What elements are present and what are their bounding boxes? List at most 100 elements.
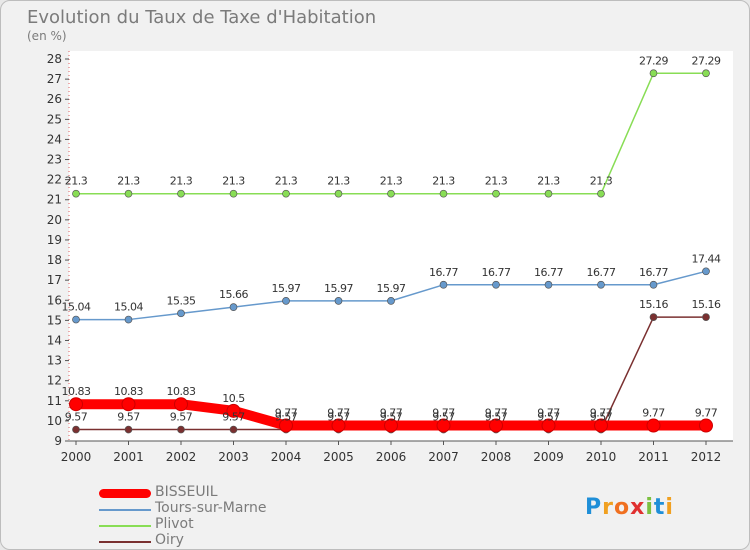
data-label-tours-sur-marne: 16.77 xyxy=(482,266,511,279)
data-label-oiry: 9.57 xyxy=(432,411,455,424)
logo-letter: i xyxy=(645,495,654,520)
data-point-bisseuil xyxy=(331,418,346,433)
logo-letter: P xyxy=(585,495,603,520)
data-point-oiry xyxy=(649,313,658,322)
y-tick-label: 27 xyxy=(47,72,62,86)
data-point-bisseuil xyxy=(279,418,293,433)
data-label-bisseuil: 9.77 xyxy=(695,407,718,420)
data-label-bisseuil: 10.83 xyxy=(167,385,196,398)
data-point-oiry xyxy=(72,425,80,434)
data-label-plivot: 21.3 xyxy=(485,175,508,188)
x-tick-label: 2012 xyxy=(691,450,722,464)
y-tick-label: 18 xyxy=(47,253,62,267)
data-point-bisseuil xyxy=(436,418,451,433)
data-point-bisseuil xyxy=(699,418,713,433)
data-label-bisseuil: 10.83 xyxy=(62,385,91,398)
y-tick-label: 24 xyxy=(47,132,62,146)
legend-swatch-plivot xyxy=(99,525,151,527)
x-tick-label: 2005 xyxy=(323,450,354,464)
data-label-bisseuil: 10.83 xyxy=(114,385,143,398)
data-label-oiry: 9.57 xyxy=(65,411,88,424)
legend-label: Plivot xyxy=(155,516,194,532)
data-label-tours-sur-marne: 15.35 xyxy=(167,294,196,307)
y-tick-label: 21 xyxy=(47,193,62,207)
data-label-tours-sur-marne: 15.04 xyxy=(62,301,91,314)
data-point-oiry xyxy=(177,425,185,434)
data-label-tours-sur-marne: 15.66 xyxy=(219,288,248,301)
data-label-bisseuil: 9.77 xyxy=(327,407,350,420)
data-point-tours-sur-marne xyxy=(387,297,395,305)
data-label-oiry: 15.16 xyxy=(639,298,668,311)
x-tick-label: 2010 xyxy=(586,450,617,464)
data-label-plivot: 21.3 xyxy=(222,175,245,188)
data-label-plivot: 21.3 xyxy=(65,175,88,188)
logo-letter: t xyxy=(653,495,666,520)
x-tick-label: 2002 xyxy=(166,450,197,464)
data-point-plivot xyxy=(282,189,290,198)
legend-label: Tours-sur-Marne xyxy=(155,500,267,516)
y-tick-label: 14 xyxy=(47,333,62,347)
legend-swatch-tours-sur-marne xyxy=(99,509,151,511)
y-tick-label: 9 xyxy=(54,434,62,448)
data-point-tours-sur-marne xyxy=(439,280,448,289)
data-point-tours-sur-marne xyxy=(334,297,343,305)
data-point-plivot xyxy=(177,189,185,198)
data-label-bisseuil: 9.77 xyxy=(485,407,508,420)
data-point-plivot xyxy=(334,189,343,198)
logo-letter: o xyxy=(613,495,631,520)
data-label-oiry: 9.57 xyxy=(327,411,350,424)
data-label-plivot: 21.3 xyxy=(432,175,455,188)
data-point-plivot xyxy=(597,189,605,198)
legend-swatch-bisseuil xyxy=(99,489,151,498)
data-point-bisseuil xyxy=(69,397,83,412)
data-label-oiry: 9.57 xyxy=(590,411,613,424)
y-tick-label: 10 xyxy=(47,414,62,428)
data-label-plivot: 27.29 xyxy=(692,54,721,67)
data-label-plivot: 21.3 xyxy=(275,175,298,188)
y-tick-label: 12 xyxy=(47,374,62,388)
data-point-plivot xyxy=(649,69,658,78)
data-label-bisseuil: 9.77 xyxy=(537,407,560,420)
data-label-tours-sur-marne: 15.97 xyxy=(324,282,353,295)
y-tick-label: 23 xyxy=(47,153,62,167)
data-point-plivot xyxy=(124,189,133,198)
data-point-tours-sur-marne xyxy=(229,303,238,311)
data-point-tours-sur-marne xyxy=(72,315,80,324)
data-label-tours-sur-marne: 15.97 xyxy=(377,282,406,295)
data-point-bisseuil xyxy=(541,418,556,433)
data-point-tours-sur-marne xyxy=(649,280,658,289)
data-label-oiry: 9.57 xyxy=(222,411,245,424)
x-tick-label: 2011 xyxy=(638,450,669,464)
data-point-tours-sur-marne xyxy=(492,280,500,289)
data-point-bisseuil xyxy=(174,397,188,412)
data-label-plivot: 21.3 xyxy=(380,175,403,188)
data-point-oiry xyxy=(702,313,710,322)
data-label-oiry: 9.57 xyxy=(485,411,508,424)
y-tick-label: 19 xyxy=(47,233,62,247)
data-label-bisseuil: 9.77 xyxy=(275,407,298,420)
logo-letter: i xyxy=(665,495,674,520)
data-label-bisseuil: 9.77 xyxy=(380,407,403,420)
y-tick-label: 28 xyxy=(47,52,62,66)
data-point-plivot xyxy=(702,69,710,78)
x-tick-label: 2009 xyxy=(533,450,564,464)
data-label-plivot: 21.3 xyxy=(170,175,193,188)
x-tick-label: 2000 xyxy=(61,450,92,464)
data-label-plivot: 21.3 xyxy=(590,175,613,188)
data-point-plivot xyxy=(544,189,553,198)
data-point-tours-sur-marne xyxy=(597,280,605,289)
data-label-tours-sur-marne: 16.77 xyxy=(587,266,616,279)
data-label-bisseuil: 9.77 xyxy=(432,407,455,420)
proxiti-logo: Proxiti xyxy=(585,495,674,520)
legend-swatch-oiry xyxy=(99,541,151,543)
plot-area xyxy=(69,51,733,441)
logo-letter: r xyxy=(602,495,614,520)
data-point-bisseuil xyxy=(121,397,136,412)
y-tick-label: 16 xyxy=(47,293,62,307)
x-tick-label: 2007 xyxy=(428,450,459,464)
legend-label: Oiry xyxy=(155,532,184,548)
y-tick-label: 17 xyxy=(47,273,62,287)
legend-label: BISSEUIL xyxy=(155,484,218,500)
y-tick-label: 20 xyxy=(47,213,62,227)
